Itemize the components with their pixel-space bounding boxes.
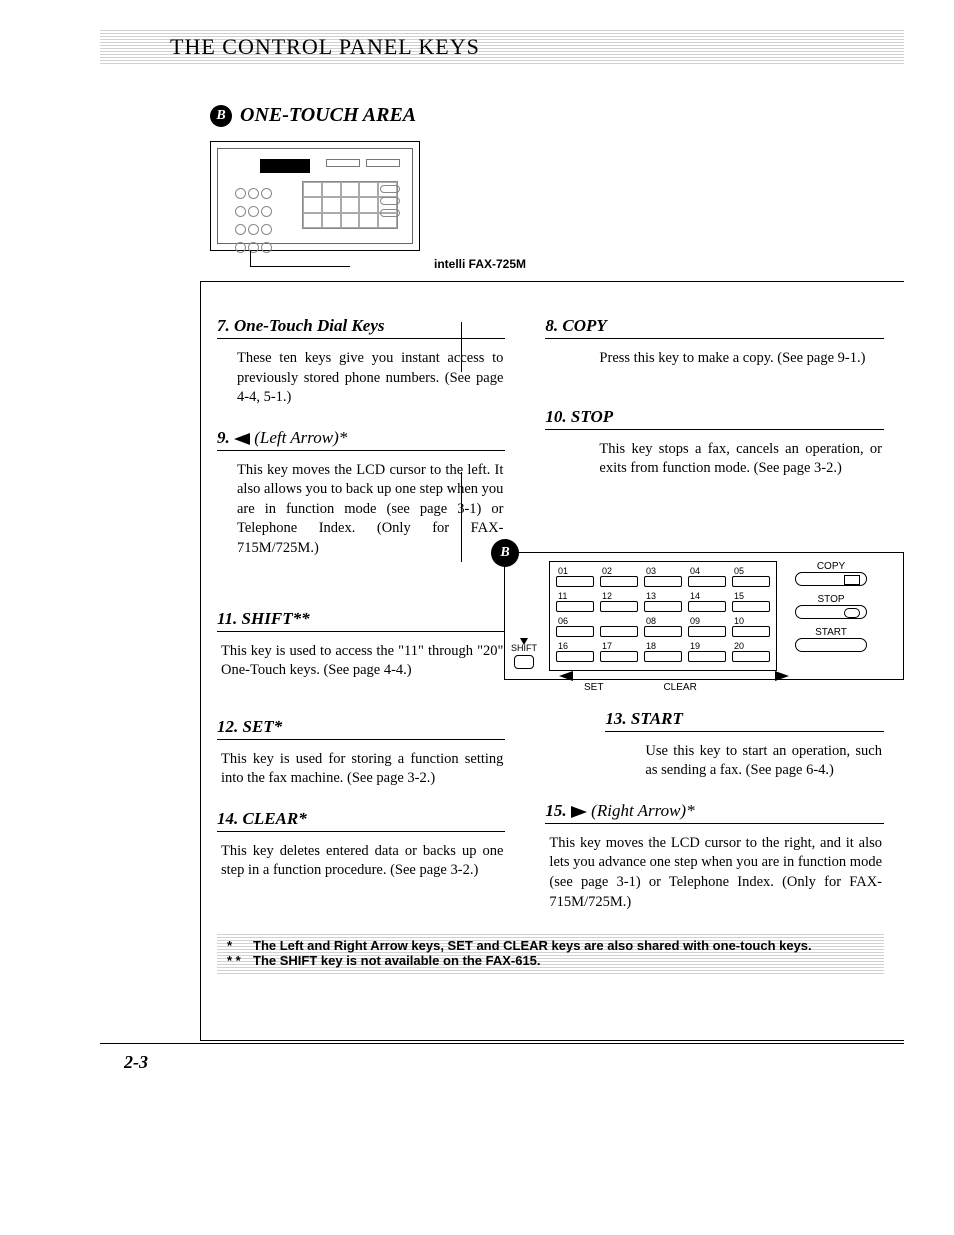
item-11-body: This key is used to access the "11" thro…	[217, 638, 505, 687]
panel-stop-button	[795, 605, 867, 619]
panel-shift-label: SHIFT	[511, 643, 537, 653]
item-8-body: Press this key to make a copy. (See page…	[545, 345, 884, 375]
main-content-box: 7. One-Touch Dial Keys These ten keys gi…	[200, 281, 904, 1041]
panel-start-button	[795, 638, 867, 652]
panel-key-18: 18	[644, 641, 682, 651]
panel-key-17: 17	[600, 641, 638, 651]
section-title-text: ONE-TOUCH AREA	[240, 104, 416, 127]
item-15-paren: (Right Arrow)*	[591, 801, 694, 820]
leader-line	[461, 472, 462, 562]
header-band: THE CONTROL PANEL KEYS	[100, 30, 904, 64]
panel-key-12: 12	[600, 591, 638, 601]
panel-shift-key: SHIFT	[511, 638, 537, 669]
item-11-title: 11. SHIFT**	[217, 609, 505, 632]
item-15-body: This key moves the LCD cursor to the rig…	[545, 830, 884, 918]
item-9-paren: (Left Arrow)*	[254, 428, 347, 447]
header-title: THE CONTROL PANEL KEYS	[170, 34, 480, 60]
item-7-title: 7. One-Touch Dial Keys	[217, 316, 505, 339]
panel-bottom-labels: SET CLEAR	[504, 680, 904, 693]
section-title: B ONE-TOUCH AREA	[210, 104, 904, 127]
item-15-title: 15. (Right Arrow)*	[545, 801, 884, 824]
panel-key-19: 19	[688, 641, 726, 651]
panel-key-02: 02	[600, 566, 638, 576]
footnotes: *The Left and Right Arrow keys, SET and …	[217, 932, 884, 974]
panel-key-08: 08	[644, 616, 682, 626]
item-9-title: 9. (Left Arrow)*	[217, 428, 505, 451]
panel-copy-label: COPY	[795, 561, 867, 572]
left-arrow-icon	[234, 433, 250, 445]
panel-stop-label: STOP	[795, 594, 867, 605]
panel-key-05: 05	[732, 566, 770, 576]
fax-illustration	[210, 141, 420, 251]
right-arrow-icon	[571, 806, 587, 818]
panel-key-13: 13	[644, 591, 682, 601]
item-8-title: 8. COPY	[545, 316, 884, 339]
item-9-num: 9.	[217, 428, 230, 447]
panel-side-buttons: COPY STOP START	[795, 561, 867, 652]
page-number: 2-3	[124, 1052, 904, 1073]
item-7-body: These ten keys give you instant access t…	[217, 345, 505, 414]
item-13-title: 13. START	[605, 709, 884, 732]
panel-start-label: START	[795, 627, 867, 638]
item-12-title: 12. SET*	[217, 717, 505, 740]
one-touch-panel-diagram: B SHIFT 01 02 03 04 05 11	[504, 552, 904, 693]
panel-key-09: 09	[688, 616, 726, 626]
panel-key-04: 04	[688, 566, 726, 576]
panel-key-10: 10	[732, 616, 770, 626]
item-12-body: This key is used for storing a function …	[217, 746, 505, 795]
leader-line	[461, 322, 462, 372]
panel-right-arrow-icon	[775, 671, 789, 681]
panel-key-06: 06	[556, 616, 594, 626]
item-10-title: 10. STOP	[545, 407, 884, 430]
item-13-body: Use this key to start an operation, such…	[545, 738, 884, 787]
footnote-2: The SHIFT key is not available on the FA…	[253, 953, 541, 968]
panel-set-label: SET	[584, 682, 603, 693]
panel-clear-label: CLEAR	[663, 682, 696, 693]
panel-keys-grid: 01 02 03 04 05 11 12 13 14 15 06	[549, 561, 777, 671]
item-10-body: This key stops a fax, cancels an operati…	[545, 436, 884, 485]
footnote-1: The Left and Right Arrow keys, SET and C…	[253, 938, 812, 953]
item-14-title: 14. CLEAR*	[217, 809, 505, 832]
panel-left-arrow-icon	[559, 671, 573, 681]
item-9-body: This key moves the LCD cursor to the lef…	[217, 457, 505, 565]
panel-marker-b-icon: B	[491, 539, 519, 567]
panel-copy-button	[795, 572, 867, 586]
item-14-body: This key deletes entered data or backs u…	[217, 838, 505, 887]
item-15-num: 15.	[545, 801, 566, 820]
panel-key-20: 20	[732, 641, 770, 651]
section-marker-b-icon: B	[210, 105, 232, 127]
panel-key-14: 14	[688, 591, 726, 601]
fax-caption: intelli FAX-725M	[434, 257, 526, 271]
panel-key-03: 03	[644, 566, 682, 576]
panel-key-15: 15	[732, 591, 770, 601]
panel-key-11: 11	[556, 591, 594, 601]
panel-key-16: 16	[556, 641, 594, 651]
panel-key-01: 01	[556, 566, 594, 576]
